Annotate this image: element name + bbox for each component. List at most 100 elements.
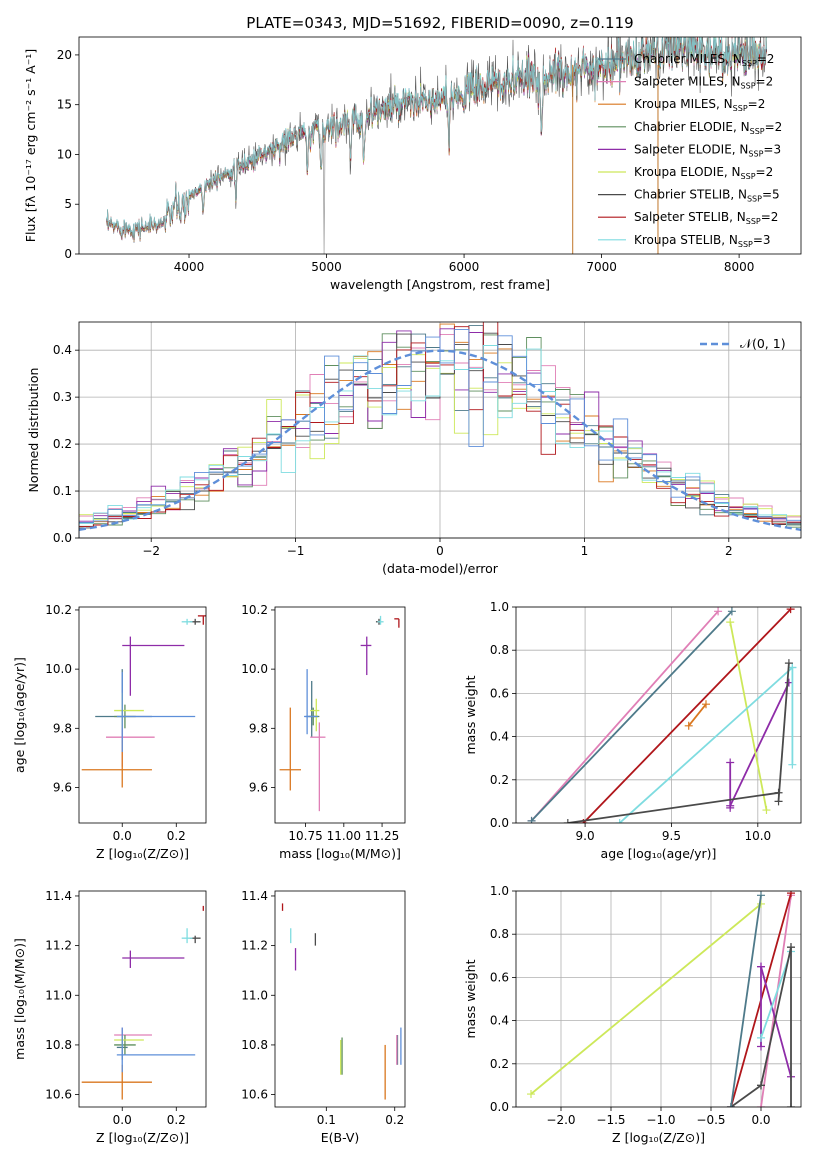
x-tick-label: −1	[287, 544, 305, 558]
legend-subscript: SSP	[747, 195, 762, 204]
axes-frame	[78, 890, 207, 1108]
x-tick-label: −1.0	[646, 1113, 675, 1127]
axes-frame	[274, 890, 406, 1108]
y-tick-label: 0.1	[53, 484, 72, 498]
legend-label-normal: 𝒩(0, 1)	[740, 336, 786, 351]
mass-weight-marker	[757, 1081, 765, 1090]
legend-label: Kroupa STELIB, NSSP=3	[634, 233, 771, 249]
y-tick-label: 0.0	[490, 1100, 509, 1114]
mass-weight-line	[582, 608, 792, 823]
y-tick-label: 0.4	[53, 343, 72, 357]
x-tick-label: −2.0	[546, 1113, 575, 1127]
mass-weight-marker	[787, 943, 795, 952]
mass-weight-marker	[563, 819, 572, 823]
y-tick-label: 11.2	[45, 939, 72, 953]
x-tick-label: 0.0	[751, 1113, 770, 1127]
x-tick-label: 1	[581, 544, 589, 558]
legend-nssp: =2	[748, 97, 766, 111]
y-tick-label: 11.4	[45, 889, 72, 903]
legend-subscript: SSP	[741, 82, 756, 91]
x-tick-label: 7000	[586, 260, 617, 274]
y-tick-label: 9.6	[249, 780, 268, 794]
x-axis-label: Z [log₁₀(Z/Z⊙)]	[96, 846, 189, 861]
mass-weight-line	[760, 895, 792, 1107]
legend-subscript: SSP	[742, 59, 757, 68]
mass-weight-marker	[788, 760, 797, 769]
legend-subscript: SSP	[746, 217, 761, 226]
mass-weight-line	[760, 966, 792, 1078]
panel-spectrum: 4000 5000 6000 7000 8000 0 5 10 15 20 wavelength […	[23, 36, 802, 292]
y-tick-label: 9.6	[53, 780, 72, 794]
mass-weight-marker	[787, 1103, 795, 1107]
y-tick-label: 0.8	[490, 927, 509, 941]
y-tick-label: 0.2	[53, 437, 72, 451]
x-axis-label: (data-model)/error	[382, 561, 499, 576]
y-axis-label: age [log₁₀(age/yr)]	[12, 657, 27, 773]
mass-weight-marker	[774, 797, 783, 806]
x-tick-label: 0.0	[113, 1113, 132, 1127]
x-axis-label: age [log₁₀(age/yr)]	[601, 846, 717, 861]
y-tick-label: 11.4	[241, 889, 268, 903]
y-tick-label: 11.0	[241, 988, 268, 1002]
panel-mass-vs-metallicity: 0.0 0.2 10.6 10.8 11.0 11.2 11.4 Z [log₁₀(Z/Z⊙)…	[12, 889, 207, 1145]
mass-weight-line	[729, 621, 768, 811]
y-tick-label: 0.2	[490, 773, 509, 787]
y-tick-label: 11.0	[45, 988, 72, 1002]
y-tick-label: 0.4	[490, 1014, 509, 1028]
y-tick-label: 10.6	[241, 1088, 268, 1102]
x-axis-label: E(B-V)	[321, 1130, 360, 1145]
x-axis-label: wavelength [Angstrom, rest frame]	[330, 277, 550, 292]
mass-weight-marker	[787, 891, 795, 898]
legend-nssp: =3	[753, 233, 771, 247]
y-tick-label: 10.6	[45, 1088, 72, 1102]
plot-area	[279, 615, 400, 812]
mass-weight-marker	[762, 806, 771, 815]
panel-age-vs-mass: 10.75 11.00 11.25 9.6 9.8 10.0 10.2 mass [log₁₀…	[241, 603, 406, 861]
mass-weight-marker	[784, 659, 793, 668]
panel-residuals: −2 −1 0 1 2 0.0 0.1 0.2 0.3 0.4 (data-model)/error…	[26, 321, 802, 576]
plot-area	[81, 615, 206, 788]
mass-weight-line	[530, 610, 719, 822]
mass-weight-line	[760, 947, 792, 1086]
x-tick-label: 6000	[449, 260, 480, 274]
x-tick-label: 10.75	[288, 829, 322, 843]
legend-nssp: =2	[757, 52, 775, 66]
mass-weight-line	[530, 903, 762, 1095]
axes-frame	[515, 606, 802, 824]
axes-frame	[78, 36, 802, 255]
legend-nssp: =3	[763, 142, 781, 156]
mass-weight-marker	[757, 1042, 765, 1051]
panel-age-vs-metallicity: 0.0 0.2 9.6 9.8 10.0 10.2 Z [log₁₀(Z/Z⊙)] age […	[12, 603, 207, 861]
legend-subscript: SSP	[738, 240, 753, 249]
normal-reference-curve	[79, 349, 801, 531]
y-axis-label: mass weight	[463, 675, 478, 754]
y-tick-label: 15	[57, 98, 72, 112]
mass-weight-marker	[727, 1103, 735, 1107]
plot-area	[281, 903, 402, 1100]
y-axis-label: mass weight	[463, 959, 478, 1038]
mass-weight-line	[729, 682, 790, 807]
y-axis-label: mass [log₁₀(M/M⊙)]	[12, 938, 27, 1060]
y-tick-label: 1.0	[490, 884, 509, 898]
y-tick-label: 10.8	[45, 1038, 72, 1052]
x-tick-label: 5000	[311, 260, 342, 274]
plot-area	[81, 905, 204, 1100]
mass-weight-line	[730, 1084, 762, 1107]
x-tick-label: 0.2	[167, 829, 186, 843]
legend-label: Salpeter STELIB, NSSP=2	[634, 210, 778, 226]
figure-title: PLATE=0343, MJD=51692, FIBERID=0090, z=0…	[246, 14, 633, 32]
axes-frame	[274, 606, 406, 824]
x-tick-label: 9.5	[662, 829, 681, 843]
x-tick-label: 0.0	[113, 829, 132, 843]
residual-histogram	[79, 329, 801, 538]
legend-subscript: SSP	[750, 127, 765, 136]
y-tick-label: 0	[64, 247, 72, 261]
x-tick-label: −0.5	[696, 1113, 725, 1127]
legend-label: Kroupa ELODIE, NSSP=2	[634, 165, 773, 181]
mass-weight-marker	[714, 607, 723, 616]
mass-weight-marker	[757, 1033, 765, 1042]
mass-weight-line	[530, 610, 733, 822]
mass-weight-marker	[726, 758, 735, 767]
